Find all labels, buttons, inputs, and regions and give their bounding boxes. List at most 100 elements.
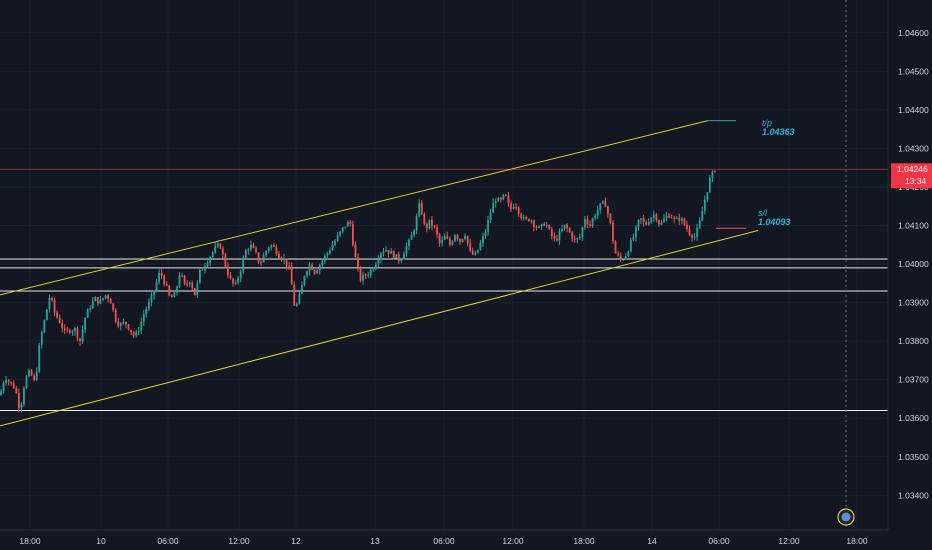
candle-body <box>609 213 612 223</box>
stop-loss-value: 1.04093 <box>758 217 791 227</box>
candle-body <box>505 194 507 196</box>
candle-body <box>415 216 418 231</box>
candle-body <box>357 257 359 268</box>
candle-body <box>244 250 247 258</box>
candle-body <box>448 238 451 245</box>
candle-body <box>66 329 69 331</box>
candle-body <box>709 177 711 193</box>
candle-body <box>428 219 431 229</box>
candle-body <box>658 220 660 225</box>
candle-body <box>316 270 319 274</box>
candle-body <box>663 218 665 223</box>
candle-body <box>354 244 357 258</box>
candle-body <box>346 221 349 227</box>
clock-icon[interactable] <box>837 508 855 526</box>
horizontal-levels[interactable] <box>0 168 888 412</box>
candle-body <box>336 235 339 241</box>
candle-body <box>456 235 459 240</box>
candle-body <box>23 388 25 405</box>
candle-body <box>352 224 354 245</box>
channel-lower-line[interactable] <box>0 230 759 427</box>
candle-body <box>173 292 176 298</box>
candle-body <box>487 219 489 233</box>
candle-body <box>614 241 617 254</box>
candle-body <box>510 203 512 209</box>
candle-body <box>479 242 482 250</box>
candle-body <box>142 314 145 322</box>
candle-body <box>239 271 242 279</box>
candle-body <box>556 238 558 241</box>
candle-body <box>650 217 653 223</box>
grid-lines <box>0 0 888 530</box>
candle-body <box>293 284 296 306</box>
trade-annotations[interactable]: t/p 1.04363 s/l 1.04093 <box>706 118 795 229</box>
candle-body <box>176 286 178 293</box>
candle-body <box>234 282 237 284</box>
candle-body <box>619 255 622 260</box>
candle-body <box>680 218 683 221</box>
candle-body <box>257 252 260 263</box>
time-axis[interactable]: 18:00 10 06:00 12:00 12 13 06:00 12:00 18:00 14 06… <box>0 529 888 546</box>
candle-body <box>410 235 413 240</box>
candle-body <box>17 393 20 408</box>
candle-body <box>527 219 530 221</box>
candle-body <box>533 220 535 227</box>
candle-body <box>94 296 97 302</box>
candle-body <box>117 321 120 327</box>
x-tick-label: 06:00 <box>433 536 455 546</box>
candle-body <box>673 217 676 219</box>
candle-body <box>594 215 597 219</box>
candle-body <box>84 317 87 330</box>
candle-body <box>89 308 92 310</box>
candle-body <box>589 224 591 226</box>
candle-body <box>576 237 579 240</box>
candle-body <box>301 284 303 295</box>
x-tick-label: 06:00 <box>708 536 730 546</box>
candle-body <box>186 283 189 285</box>
candle-body <box>119 323 122 327</box>
candle-body <box>502 194 505 200</box>
candle-body <box>405 245 408 254</box>
candle-body <box>494 201 497 203</box>
candle-body <box>420 203 423 214</box>
candle-body <box>706 192 709 200</box>
candle-body <box>204 266 206 270</box>
candle-body <box>155 282 158 291</box>
candle-body <box>267 247 270 251</box>
candle-body <box>25 376 28 389</box>
candle-body <box>703 199 706 212</box>
candle-body <box>35 371 38 380</box>
candle-body <box>558 231 561 241</box>
candle-body <box>538 226 540 228</box>
candle-body <box>425 223 428 229</box>
candle-body <box>431 219 433 226</box>
candle-body <box>12 383 15 389</box>
candle-body <box>548 225 551 229</box>
candle-body <box>229 275 232 279</box>
candle-body <box>408 239 410 246</box>
channel-upper-line[interactable] <box>0 120 709 296</box>
candle-body <box>232 278 234 284</box>
candle-body <box>362 274 364 281</box>
candle-body <box>270 245 273 248</box>
candle-body <box>604 201 607 207</box>
candle-body <box>599 203 602 210</box>
candle-body <box>397 254 400 261</box>
candle-body <box>436 226 438 235</box>
candle-body <box>369 270 372 276</box>
candle-body <box>132 332 135 336</box>
candle-body <box>545 225 548 226</box>
candle-body <box>380 253 382 260</box>
y-tick-label: 1.03700 <box>898 375 929 385</box>
candle-body <box>148 302 150 309</box>
candle-body <box>61 322 64 329</box>
candle-body <box>130 329 132 333</box>
candle-body <box>418 203 421 217</box>
candle-body <box>693 236 696 238</box>
ascending-channel[interactable] <box>0 120 759 427</box>
candle-body <box>377 259 380 265</box>
candle-body <box>459 239 461 242</box>
candle-body <box>2 382 5 392</box>
candle-body <box>642 218 645 223</box>
